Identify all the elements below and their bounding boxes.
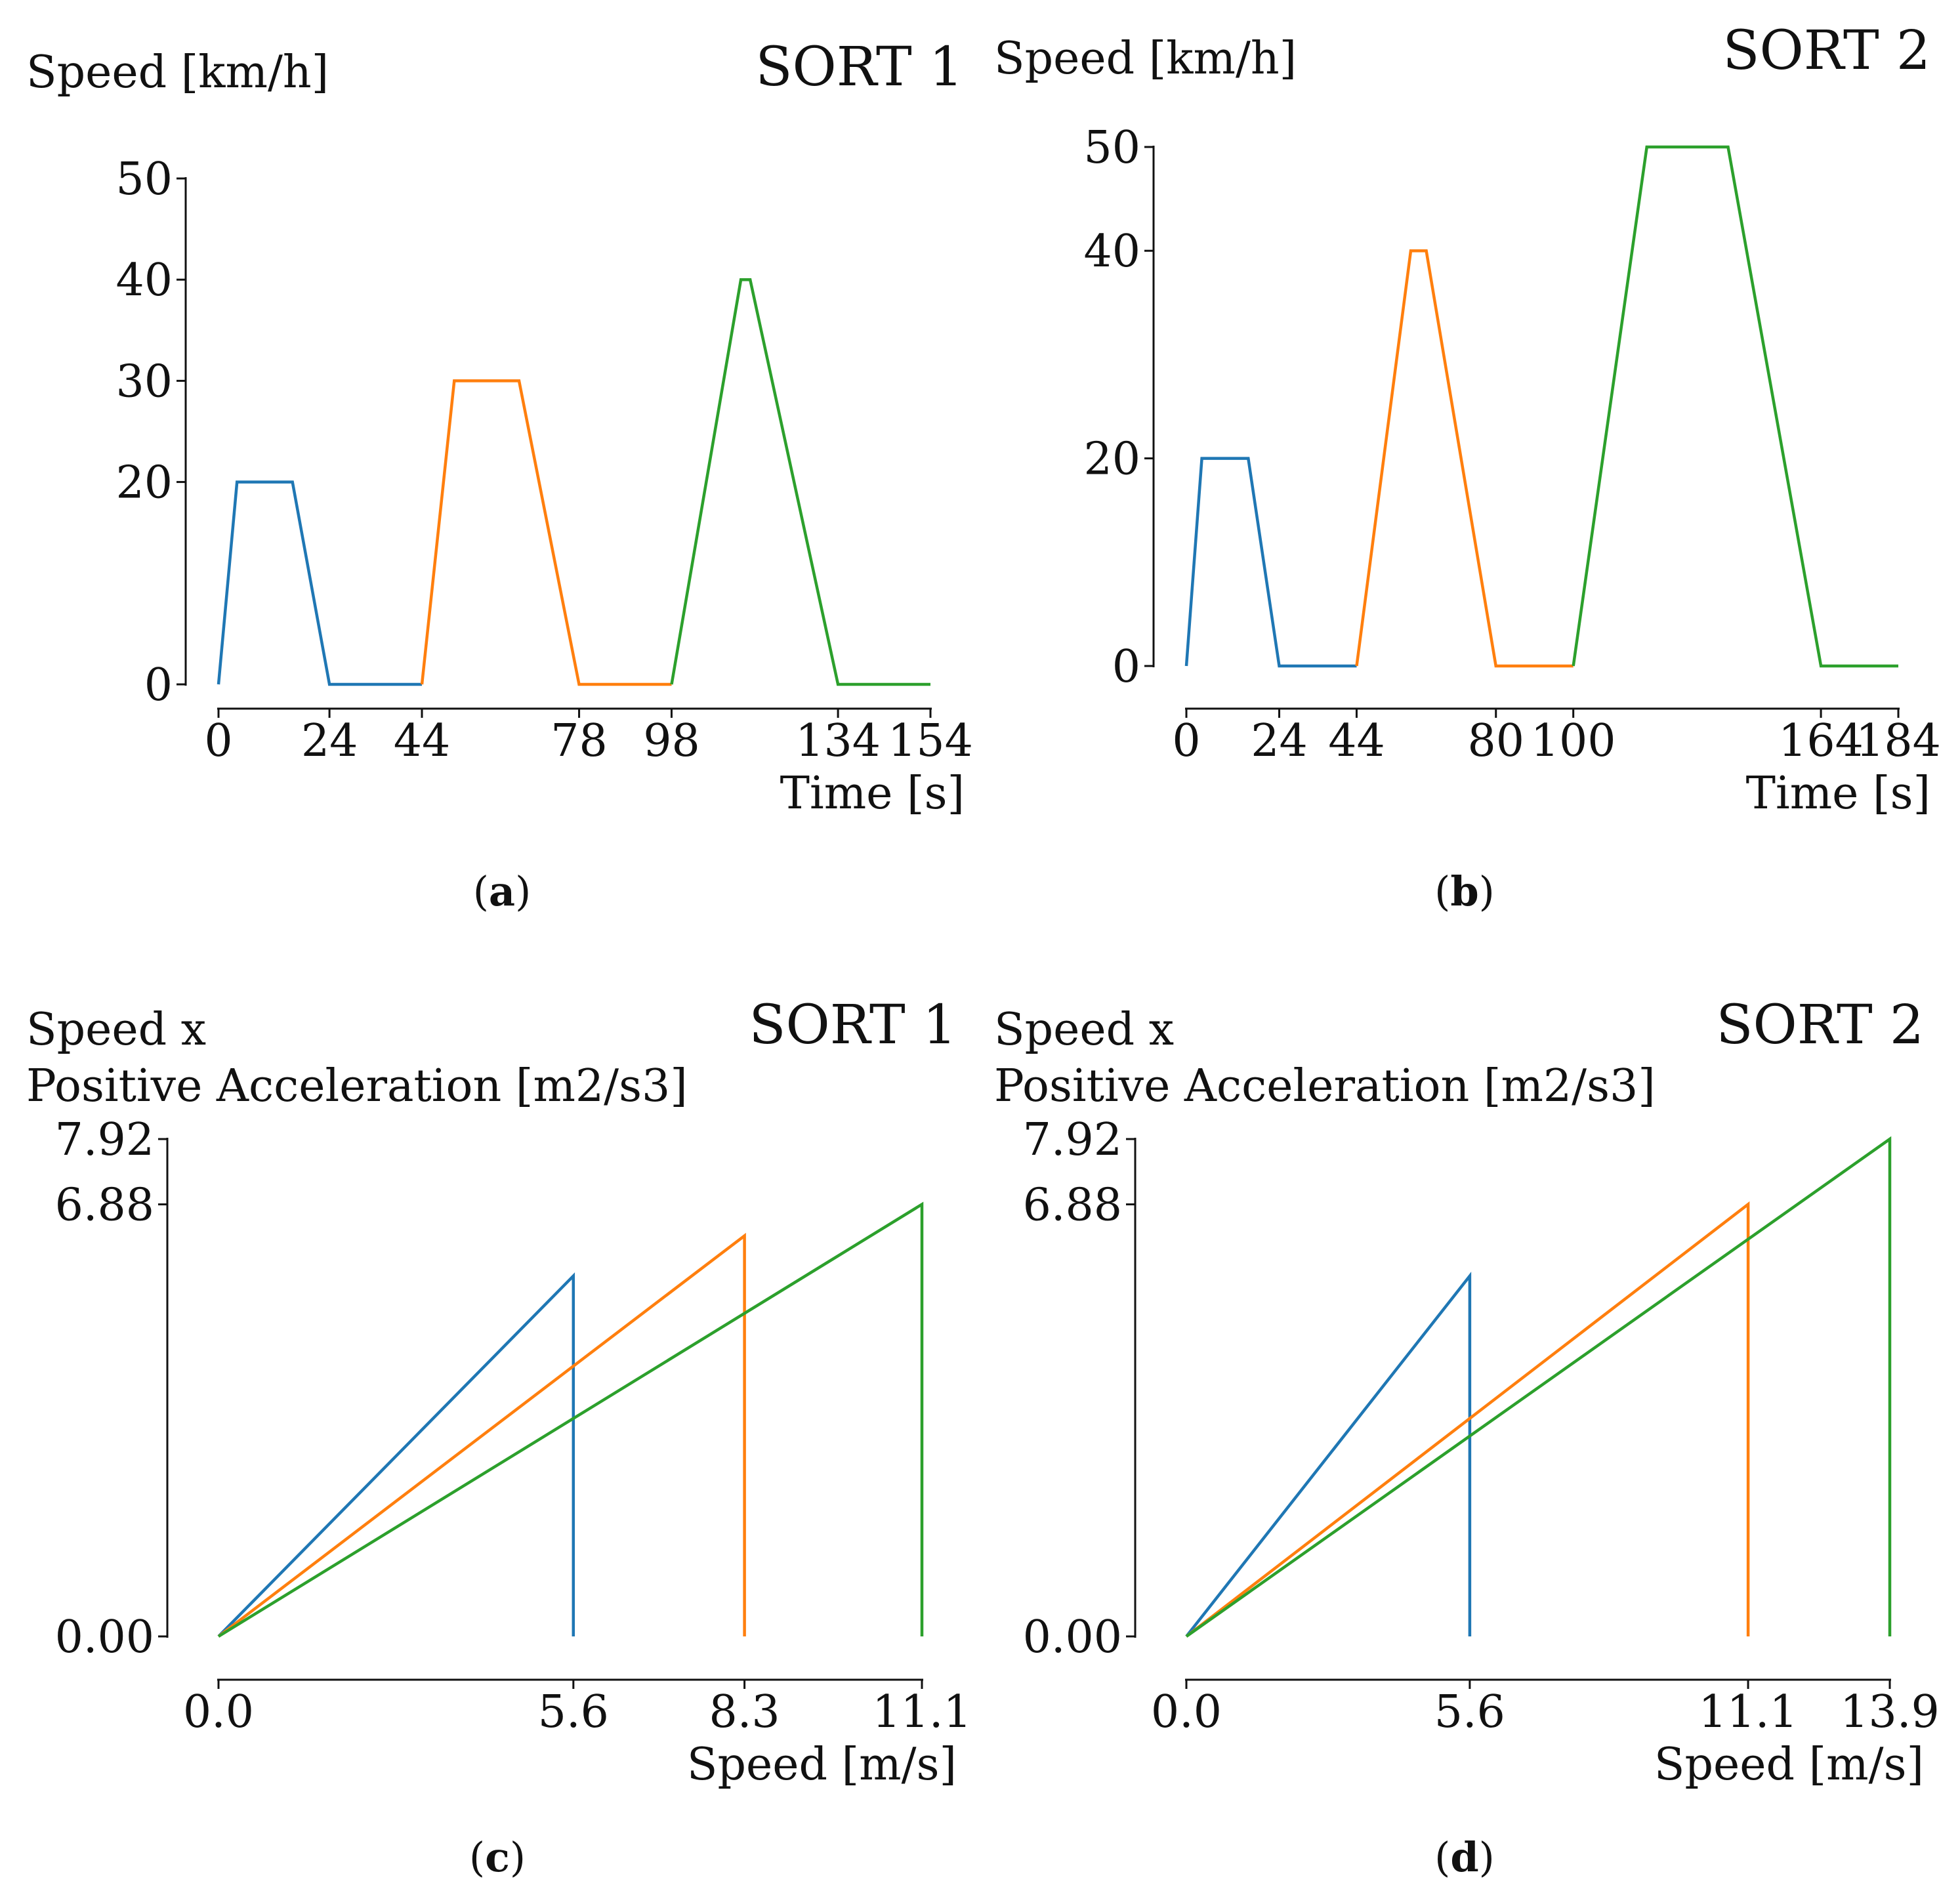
- xlabel-b: Time [s]: [1746, 768, 1930, 820]
- y-tick-label-c: 6.88: [55, 1180, 154, 1232]
- y-tick-label-b: 50: [1083, 122, 1140, 174]
- y-tick-label-d: 6.88: [1023, 1180, 1122, 1232]
- y-tick-label-a: 50: [115, 154, 173, 205]
- x-tick-label-b: 0: [1172, 715, 1200, 767]
- x-tick-label-b: 24: [1251, 715, 1308, 767]
- title-c: SORT 1: [749, 994, 957, 1056]
- x-tick-label-c: 8.3: [709, 1686, 780, 1738]
- y-tick-label-a: 20: [115, 457, 173, 509]
- x-tick-label-b: 80: [1467, 715, 1524, 767]
- x-tick-label-d: 11.1: [1698, 1686, 1797, 1738]
- xlabel-c: Speed [m/s]: [687, 1739, 957, 1791]
- series-b-1: [1184, 457, 1357, 668]
- y-tick-label-a: 40: [115, 255, 173, 306]
- series-d-2: [1185, 1201, 1750, 1638]
- panel-a: Speed [km/h] SORT 1 0 24 44 78 98 134 154 0 20 30…: [26, 36, 973, 915]
- y-tick-label-b: 40: [1083, 226, 1140, 278]
- x-tick-label-a: 134: [795, 715, 881, 767]
- plot-area-d: 0.0 5.6 11.1 13.9 0.00 6.88 7.92: [1023, 1114, 1940, 1738]
- plot-area-a: 0 24 44 78 98 134 154 0 20 30 40 50: [115, 154, 972, 767]
- caption-a: (a): [473, 867, 532, 915]
- series-b-3: [1572, 145, 1898, 668]
- caption-c: (c): [469, 1833, 526, 1881]
- series-c-2: [217, 1232, 746, 1638]
- xlabel-a: Time [s]: [780, 768, 965, 820]
- y-tick-label-b: 20: [1083, 434, 1140, 486]
- title-d: SORT 2: [1716, 994, 1924, 1056]
- x-tick-label-b: 44: [1328, 715, 1385, 767]
- y-tick-label-d: 7.92: [1023, 1114, 1122, 1166]
- ylabel-b: Speed [km/h]: [994, 33, 1297, 85]
- x-tick-label-a: 0: [204, 715, 232, 767]
- series-b-2: [1355, 249, 1574, 668]
- x-tick-label-a: 44: [394, 715, 451, 767]
- y-tick-label-a: 30: [115, 356, 173, 407]
- x-tick-label-c: 0.0: [183, 1686, 254, 1738]
- x-tick-label-b: 100: [1531, 715, 1616, 767]
- series-c-3: [217, 1201, 924, 1638]
- plot-area-c: 0.0 5.6 8.3 11.1 0.00 6.88 7.92: [55, 1114, 972, 1738]
- x-tick-label-b: 164: [1778, 715, 1864, 767]
- series-a-1: [217, 480, 422, 686]
- series-d-3: [1185, 1136, 1892, 1638]
- ylabel-c-line1: Speed x: [26, 1004, 206, 1056]
- panel-c: Speed x Positive Acceleration [m2/s3] SO…: [26, 994, 972, 1881]
- y-tick-label-a: 0: [144, 659, 173, 711]
- title-b: SORT 2: [1722, 20, 1930, 82]
- y-tick-label-c: 7.92: [55, 1114, 154, 1166]
- series-c-1: [217, 1272, 575, 1638]
- x-tick-label-b: 184: [1856, 715, 1941, 767]
- x-tick-label-d: 5.6: [1434, 1686, 1505, 1738]
- series-a-2: [420, 379, 672, 686]
- x-tick-label-c: 5.6: [538, 1686, 609, 1738]
- series-a-3: [670, 278, 930, 686]
- xlabel-d: Speed [m/s]: [1654, 1739, 1924, 1791]
- ylabel-c-line2: Positive Acceleration [m2/s3]: [26, 1060, 688, 1112]
- series-d-1: [1185, 1272, 1472, 1638]
- title-a: SORT 1: [755, 36, 963, 98]
- x-tick-label-a: 78: [551, 715, 608, 767]
- ylabel-a: Speed [km/h]: [26, 47, 329, 98]
- x-tick-label-a: 24: [301, 715, 358, 767]
- panel-d: Speed x Positive Acceleration [m2/s3] SO…: [994, 994, 1940, 1881]
- x-tick-label-d: 0.0: [1151, 1686, 1222, 1738]
- x-tick-label-a: 98: [643, 715, 700, 767]
- x-tick-label-d: 13.9: [1840, 1686, 1939, 1738]
- x-tick-label-a: 154: [888, 715, 973, 767]
- ylabel-d-line2: Positive Acceleration [m2/s3]: [994, 1060, 1656, 1112]
- caption-b: (b): [1434, 867, 1495, 915]
- y-tick-label-d: 0.00: [1023, 1611, 1122, 1663]
- ylabel-d-line1: Speed x: [994, 1004, 1174, 1056]
- caption-d: (d): [1434, 1833, 1495, 1881]
- y-tick-label-b: 0: [1112, 641, 1140, 693]
- x-tick-label-c: 11.1: [872, 1686, 971, 1738]
- y-tick-label-c: 0.00: [55, 1611, 154, 1663]
